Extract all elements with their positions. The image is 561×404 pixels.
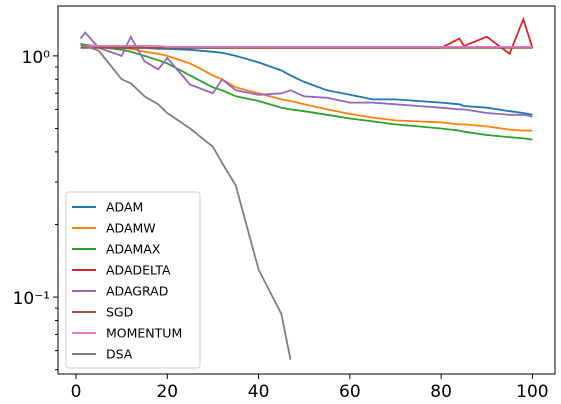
plot-frame [57,5,556,375]
series-line [80,45,533,48]
x-tick-label: 20 [156,382,178,402]
series-line [79,31,533,118]
legend: ADAM ADAMW ADAMAX ADADELTA ADAGRAD SGD MOMENTU… [65,191,201,369]
x-tick-label: 100 [516,382,548,402]
legend-label: ADADELTA [106,263,171,278]
y-tick-label: 10⁻¹ [13,289,50,309]
series-line [80,43,533,141]
y-tick-label: 10⁰ [22,48,51,68]
plot-lines [79,16,534,360]
legend-box [65,191,201,369]
series-line [80,45,292,360]
legend-label: DSA [106,347,133,362]
legend-label: ADAMW [106,221,156,236]
legend-label: ADAGRAD [106,284,168,299]
legend-label: SGD [106,305,133,320]
legend-label: ADAM [106,200,143,215]
x-tick-label: 80 [430,382,452,402]
legend-label: ADAMAX [106,242,161,257]
x-tick-label: 40 [248,382,270,402]
x-tick-label: 0 [71,382,82,402]
legend-label: MOMENTUM [106,326,182,341]
x-tick-label: 60 [339,382,361,402]
